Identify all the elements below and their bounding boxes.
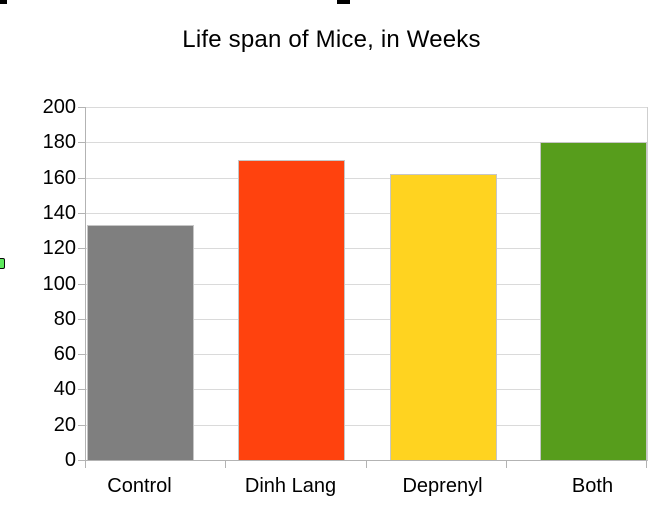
y-tick-label-100: 100 <box>42 272 76 295</box>
y-tick-label-60: 60 <box>53 343 76 366</box>
y-tick-mark-20 <box>78 424 85 426</box>
y-tick-mark-60 <box>78 354 85 356</box>
y-tick-label-200: 200 <box>42 96 76 118</box>
gridline-100 <box>86 283 647 285</box>
y-tick-label-140: 140 <box>42 201 76 224</box>
bar-dinh-lang[interactable] <box>238 159 345 460</box>
gridline-40 <box>86 389 647 391</box>
y-tick-mark-160 <box>78 177 85 179</box>
y-tick-label-40: 40 <box>53 378 76 401</box>
x-tick-mark-2 <box>365 461 367 468</box>
crop-artifact-top-left <box>0 0 7 4</box>
gridline-60 <box>86 354 647 356</box>
gridline-160 <box>86 177 647 179</box>
y-tick-mark-100 <box>78 283 85 285</box>
y-tick-mark-0 <box>78 460 85 461</box>
gridline-120 <box>86 248 647 250</box>
gridline-180 <box>86 142 647 144</box>
crop-artifact-top-center <box>337 0 350 4</box>
bar-deprenyl[interactable] <box>390 174 497 460</box>
gridline-80 <box>86 318 647 320</box>
y-tick-label-160: 160 <box>42 166 76 189</box>
y-tick-label-0: 0 <box>64 449 76 471</box>
x-category-label-dinh-lang: Dinh Lang <box>244 475 337 497</box>
x-tick-mark-0 <box>85 461 86 468</box>
y-tick-label-80: 80 <box>53 307 76 330</box>
chart-title: Life span of Mice, in Weeks <box>182 26 481 53</box>
x-category-label-both: Both <box>571 475 614 497</box>
y-tick-mark-200 <box>78 107 85 108</box>
y-tick-label-120: 120 <box>42 237 76 260</box>
y-tick-label-20: 20 <box>53 413 76 436</box>
y-tick-label-180: 180 <box>42 131 76 154</box>
selection-handle[interactable] <box>0 258 5 269</box>
gridline-140 <box>86 212 647 214</box>
bar-control[interactable] <box>87 225 194 460</box>
gridline-200 <box>86 107 647 108</box>
x-category-label-deprenyl: Deprenyl <box>402 475 483 497</box>
x-tick-mark-4 <box>646 461 647 468</box>
x-category-label-control: Control <box>107 475 172 497</box>
bar-both[interactable] <box>540 142 647 460</box>
y-tick-mark-120 <box>78 248 85 250</box>
y-tick-mark-80 <box>78 318 85 320</box>
x-tick-mark-3 <box>505 461 507 468</box>
plot-area <box>85 107 648 461</box>
y-tick-mark-140 <box>78 212 85 214</box>
y-tick-mark-40 <box>78 389 85 391</box>
x-tick-mark-1 <box>225 461 227 468</box>
gridline-20 <box>86 424 647 426</box>
y-tick-mark-180 <box>78 142 85 144</box>
